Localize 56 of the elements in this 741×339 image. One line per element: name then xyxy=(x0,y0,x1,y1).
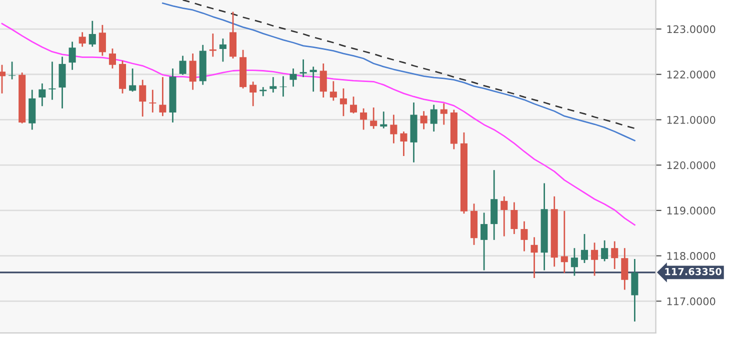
candlestick xyxy=(58,56,66,110)
y-tick-label: 123.0000 xyxy=(667,25,716,34)
candlestick xyxy=(420,110,428,130)
candlestick xyxy=(219,38,226,62)
candlestick xyxy=(510,202,518,235)
candlestick xyxy=(520,220,528,252)
candlestick xyxy=(370,106,378,130)
candlestick xyxy=(500,196,508,237)
y-tick-label: 120.0000 xyxy=(667,161,716,170)
candlestick xyxy=(189,52,196,90)
candlestick xyxy=(330,80,337,102)
candlestick xyxy=(98,24,106,56)
candlestick xyxy=(591,242,598,276)
candlestick xyxy=(78,32,86,48)
candlestick xyxy=(68,41,76,71)
y-tick-label: 119.0000 xyxy=(667,206,716,215)
candlestick xyxy=(290,68,297,88)
candlestick xyxy=(430,104,438,132)
candlestick xyxy=(179,55,186,76)
candlestick xyxy=(580,233,588,264)
y-tick-label: 121.0000 xyxy=(667,116,716,124)
candlestick xyxy=(570,247,578,276)
y-tick-label: 122.0000 xyxy=(667,70,716,78)
candlestick xyxy=(530,236,538,279)
candlestick xyxy=(48,60,56,100)
candlestick xyxy=(280,76,287,98)
candlestick xyxy=(480,212,488,272)
candlestick xyxy=(560,210,568,274)
candlestick xyxy=(209,32,216,58)
candlestick xyxy=(250,80,257,107)
candlestick xyxy=(611,240,618,270)
candlestick xyxy=(108,48,116,70)
candlestick xyxy=(129,68,136,92)
candlestick xyxy=(149,89,156,114)
candlestick xyxy=(400,130,408,157)
candlestick xyxy=(38,82,46,107)
y-tick-label: 117.0000 xyxy=(667,297,716,306)
candlestick xyxy=(270,76,277,94)
candlestick xyxy=(320,62,327,98)
candlestick xyxy=(340,88,347,117)
candlestick xyxy=(601,240,608,262)
candlestick xyxy=(390,114,398,144)
candlestick xyxy=(631,258,638,322)
candlestick xyxy=(621,247,628,291)
candlestick xyxy=(360,108,368,130)
line-series xyxy=(1,22,636,226)
candlestick xyxy=(159,76,166,117)
candlestick xyxy=(440,102,448,126)
ref-line-label: 117.63350 xyxy=(665,268,722,276)
y-tick-label: 118.0000 xyxy=(667,252,716,260)
candlestick xyxy=(300,58,307,78)
candlestick xyxy=(0,64,6,94)
candlestick xyxy=(350,96,358,114)
candlestick xyxy=(139,79,146,118)
candlestick xyxy=(8,60,16,80)
candlestick xyxy=(88,20,96,48)
